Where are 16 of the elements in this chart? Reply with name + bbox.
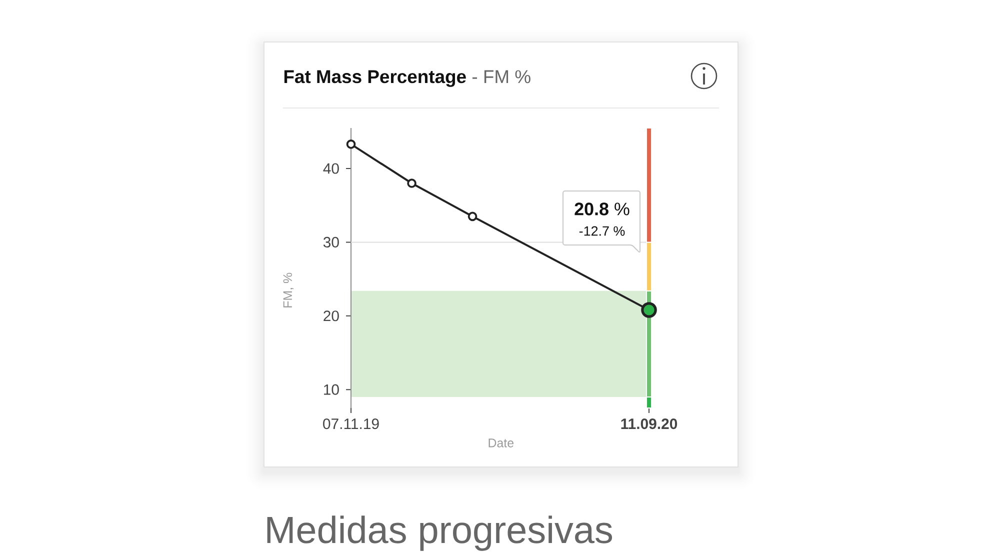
x-tick-label: 07.11.19	[323, 418, 379, 430]
y-tick-label: 40	[323, 163, 339, 174]
x-tick-label: 11.09.20	[621, 418, 678, 430]
chart-subtitle: - FM %	[472, 70, 530, 84]
point	[346, 140, 356, 149]
y-tick-label: 10	[324, 384, 339, 395]
y-axis-title: FM, %	[283, 272, 294, 308]
x-axis-title: Date	[488, 438, 514, 448]
y-tick-label: 30	[323, 236, 339, 248]
chart-title: Fat Mass Percentage	[284, 70, 466, 87]
y-tick-label: 20	[324, 310, 339, 322]
point	[468, 212, 478, 222]
annotation: 20.8 %	[574, 202, 630, 216]
text: Medidas progresivas	[267, 516, 612, 551]
annotation: -12.7 %	[579, 226, 625, 236]
point	[407, 178, 416, 188]
